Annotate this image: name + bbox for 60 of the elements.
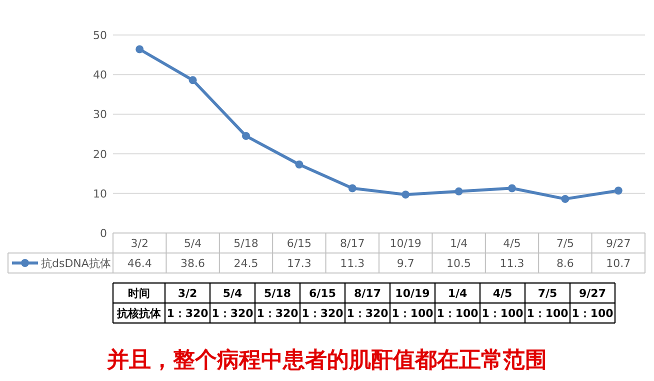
x-tick-label: 9/27 <box>606 237 631 250</box>
y-tick-label: 0 <box>100 227 107 240</box>
point <box>402 190 410 199</box>
text: 1：100 <box>482 307 524 320</box>
category-label: 3/2 <box>178 287 198 300</box>
category-label: 9/27 <box>579 287 606 300</box>
x-tick-label: 8/17 <box>340 237 365 250</box>
category-label: 5/18 <box>264 287 291 300</box>
data-label: 9.7 <box>396 257 414 270</box>
category-label: 6/15 <box>309 287 336 300</box>
point <box>242 132 250 140</box>
data-label: 11.3 <box>500 257 524 270</box>
category-label: 1/4 <box>448 287 468 300</box>
y-tick-label: 50 <box>93 29 107 42</box>
text: 1：100 <box>526 307 568 320</box>
category-label: 5/4 <box>222 287 243 300</box>
text: 并且，整个病程中患者的肌酐值都在正常范围 <box>106 347 547 373</box>
y-tick-label: 10 <box>93 187 107 200</box>
y-tick-label: 30 <box>93 108 107 122</box>
data-label: 10.7 <box>606 257 631 270</box>
x-tick-label: 3/2 <box>130 237 148 250</box>
x-tick-label: 5/4 <box>184 237 202 250</box>
category-label: 抗核抗体 <box>117 307 161 320</box>
point <box>188 76 197 84</box>
text: 1：100 <box>392 307 434 320</box>
category-label: 7/5 <box>538 287 558 300</box>
data-label: 8.6 <box>556 257 574 270</box>
text: 1：320 <box>212 307 254 320</box>
y-tick-label: 40 <box>93 68 107 82</box>
point <box>295 160 304 168</box>
point <box>561 194 570 203</box>
text: 1：320 <box>302 307 344 320</box>
x-tick-label: 7/5 <box>556 237 574 250</box>
text: 1：320 <box>346 307 388 320</box>
point <box>508 184 516 192</box>
x-tick-label: 6/15 <box>286 237 312 250</box>
data-label: 10.5 <box>446 257 472 270</box>
x-tick-label: 4/5 <box>503 237 521 250</box>
text: 1：320 <box>166 307 208 320</box>
text: 时间 <box>128 287 150 300</box>
text: 1：100 <box>572 307 614 320</box>
data-label: 17.3 <box>286 257 312 270</box>
legend-label: 抗dsDNA抗体 <box>41 257 111 270</box>
category-label: 4/5 <box>492 287 512 300</box>
data-label: 24.5 <box>234 257 258 270</box>
data-label: 38.6 <box>180 257 206 270</box>
text: 1：320 <box>256 307 298 320</box>
x-tick-label: 10/19 <box>390 237 422 250</box>
text: 1：100 <box>436 307 478 320</box>
point <box>614 186 622 195</box>
point <box>454 187 463 196</box>
x-tick-label: 5/18 <box>234 237 258 250</box>
data-label: 46.4 <box>127 257 152 270</box>
category-label: 10/19 <box>395 287 430 300</box>
category-label: 8/17 <box>354 287 381 300</box>
point <box>136 45 144 54</box>
point <box>348 184 356 192</box>
y-tick-label: 20 <box>93 148 107 161</box>
x-tick-label: 1/4 <box>450 237 468 250</box>
data-label: 11.3 <box>340 257 365 270</box>
